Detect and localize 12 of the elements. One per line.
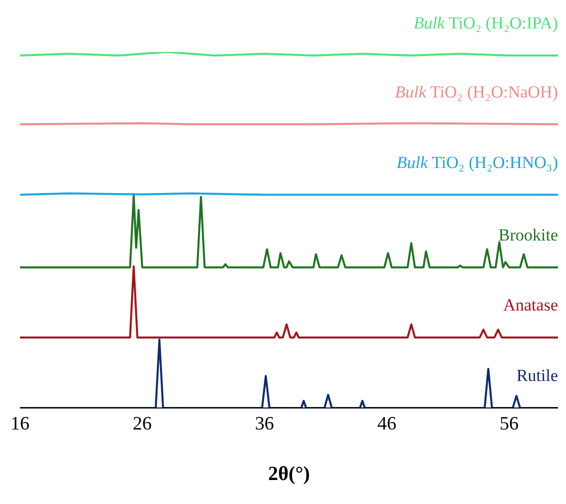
series-label: Bulk TiO₂ (H₂O:NaOH) xyxy=(395,82,558,102)
x-tick-label: 36 xyxy=(255,413,274,434)
x-tick-label: 56 xyxy=(500,413,519,434)
x-tick-label: 16 xyxy=(10,413,30,434)
series-label: Anatase xyxy=(503,296,558,315)
series-label: Bulk TiO₂ (H₂O:IPA) xyxy=(414,14,558,33)
x-tick-label: 26 xyxy=(132,413,152,434)
series-label: Brookite xyxy=(498,225,558,244)
series-label: Rutile xyxy=(516,366,558,385)
x-axis-title: 2θ(°) xyxy=(268,463,310,485)
x-tick-label: 46 xyxy=(377,413,396,434)
series-label: Bulk TiO₂ (H₂O:HNO₃) xyxy=(396,152,558,172)
